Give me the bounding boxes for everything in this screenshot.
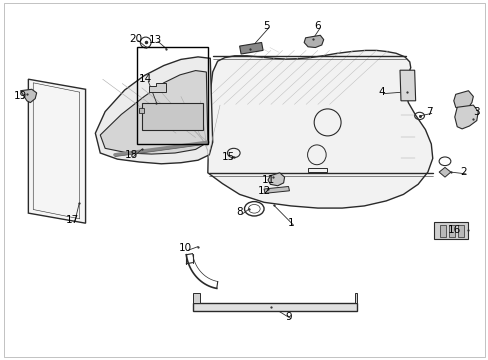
Text: 14: 14 [139,74,152,84]
Text: 15: 15 [222,152,235,162]
Polygon shape [304,35,323,48]
Text: 10: 10 [179,243,192,253]
Text: 6: 6 [314,21,321,31]
Text: 12: 12 [257,186,270,196]
Text: 17: 17 [65,215,79,225]
Text: 3: 3 [472,107,479,117]
Text: 11: 11 [261,175,274,185]
Polygon shape [448,225,454,237]
Bar [137,47,207,144]
Text: 20: 20 [129,34,142,44]
Text: 9: 9 [285,312,291,322]
Polygon shape [433,222,468,239]
Polygon shape [453,91,472,110]
Polygon shape [454,105,477,129]
Polygon shape [20,89,37,103]
Polygon shape [193,303,356,311]
Polygon shape [239,42,263,54]
Text: 8: 8 [236,207,243,217]
Text: 13: 13 [148,35,162,45]
Text: 7: 7 [425,107,432,117]
Polygon shape [95,57,212,164]
Polygon shape [28,79,85,223]
Polygon shape [439,225,446,237]
Text: 4: 4 [377,87,384,97]
Polygon shape [149,83,166,92]
Text: 5: 5 [263,21,269,31]
Polygon shape [207,50,432,208]
Polygon shape [354,293,356,303]
Polygon shape [264,186,289,193]
Polygon shape [142,103,203,130]
Polygon shape [399,70,415,101]
Polygon shape [193,293,200,303]
Polygon shape [267,173,284,186]
Text: 1: 1 [287,218,294,228]
Text: 18: 18 [124,150,138,160]
Text: 19: 19 [14,91,27,102]
Polygon shape [100,71,207,154]
Text: 16: 16 [447,225,461,235]
Polygon shape [139,108,144,113]
Polygon shape [438,167,450,177]
Polygon shape [457,225,463,237]
Text: 2: 2 [459,167,466,177]
